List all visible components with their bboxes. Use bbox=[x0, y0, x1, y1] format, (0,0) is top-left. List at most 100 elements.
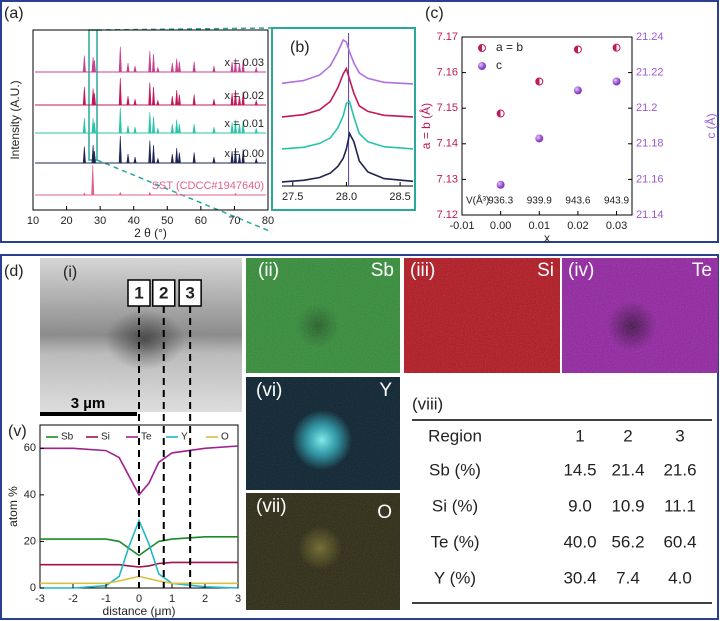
point bbox=[573, 45, 582, 54]
peak bbox=[177, 152, 181, 164]
peak bbox=[133, 98, 137, 106]
peak bbox=[170, 62, 174, 73]
panel-label: (vi) bbox=[256, 380, 282, 401]
table-cell: 10.9 bbox=[611, 496, 644, 515]
legend-label: Y bbox=[181, 432, 188, 443]
element-label: O bbox=[377, 502, 392, 523]
x-tick-label: -1 bbox=[101, 593, 111, 605]
region-label: 2 bbox=[159, 283, 168, 302]
table: Region 1 2 3 Sb (%) 14.5 21.4 21.6 Si (%) 9.0 10.9… bbox=[428, 426, 696, 587]
peak bbox=[177, 61, 181, 73]
table-cell: 9.0 bbox=[568, 496, 592, 515]
peak bbox=[212, 156, 216, 164]
legend-label: O bbox=[221, 432, 229, 443]
x-tick-label: 2 bbox=[202, 593, 208, 605]
peak bbox=[175, 193, 179, 196]
peak bbox=[92, 92, 96, 106]
peak bbox=[192, 94, 196, 106]
y-tick-label: 21.24 bbox=[636, 31, 664, 43]
peak bbox=[170, 123, 174, 134]
panel-label: (a) bbox=[4, 5, 24, 22]
zoom-box bbox=[271, 27, 416, 211]
panel-label: (d) bbox=[4, 263, 24, 280]
peak bbox=[241, 59, 245, 73]
x-tick-label: 20 bbox=[60, 215, 72, 227]
peak bbox=[82, 86, 86, 106]
peak bbox=[241, 91, 245, 106]
table-cell: 21.4 bbox=[611, 460, 644, 479]
element-label: Si bbox=[537, 260, 554, 281]
y-tick-label: 21.2 bbox=[636, 102, 657, 114]
map: (vii) O bbox=[246, 493, 400, 610]
y-tick-label: 21.14 bbox=[636, 209, 664, 221]
peak bbox=[148, 111, 152, 134]
element-label: Y bbox=[379, 380, 392, 401]
panel-label: (i) bbox=[63, 264, 77, 281]
annotation-value: 943.9 bbox=[604, 196, 629, 207]
peak bbox=[82, 192, 86, 196]
peak bbox=[152, 116, 156, 134]
frame bbox=[0, 254, 719, 620]
plot-frame bbox=[461, 36, 633, 216]
texture bbox=[246, 258, 400, 373]
peak bbox=[148, 191, 152, 196]
panel-label: (iii) bbox=[410, 260, 435, 281]
series-label: x = 0.02 bbox=[225, 90, 264, 102]
table-cell: 14.5 bbox=[563, 460, 596, 479]
peak bbox=[233, 147, 237, 164]
peak bbox=[233, 119, 237, 134]
series-line bbox=[40, 561, 238, 568]
point bbox=[496, 180, 505, 189]
peak bbox=[241, 149, 245, 164]
point bbox=[496, 109, 505, 118]
y-axis-label: a = b (Å) bbox=[418, 103, 433, 149]
table-cell: Sb (%) bbox=[429, 460, 481, 479]
peak bbox=[148, 140, 152, 164]
annotation-value: 939.9 bbox=[527, 196, 552, 207]
peak bbox=[177, 123, 181, 134]
peak bbox=[152, 144, 156, 164]
plot-frame bbox=[32, 29, 269, 211]
x-tick-label: 0 bbox=[136, 593, 142, 605]
peak bbox=[175, 58, 179, 73]
series-line bbox=[281, 66, 414, 118]
x-tick-label: 0.03 bbox=[606, 220, 627, 232]
peak bbox=[230, 150, 234, 164]
table-cell: Y (%) bbox=[434, 568, 476, 587]
table-cell: 40.0 bbox=[563, 532, 596, 551]
peak bbox=[230, 61, 234, 73]
element-label: Sb bbox=[371, 260, 394, 281]
y-tick-label: 21.16 bbox=[636, 173, 664, 185]
table-cell: 30.4 bbox=[563, 568, 596, 587]
peak bbox=[237, 95, 241, 106]
peak bbox=[118, 191, 122, 196]
x-tick-label: 3 bbox=[235, 593, 241, 605]
peak bbox=[148, 50, 152, 73]
texture bbox=[246, 377, 400, 490]
peak bbox=[82, 146, 86, 164]
x-tick-label: 70 bbox=[228, 215, 240, 227]
series-label: SST (CDCC#1947640) bbox=[152, 180, 264, 192]
element-label: Te bbox=[692, 260, 712, 281]
y-tick-label: 0 bbox=[30, 582, 36, 594]
peak bbox=[170, 153, 174, 164]
peak bbox=[156, 99, 160, 106]
table-cell: Te (%) bbox=[430, 532, 479, 551]
table-header: 3 bbox=[675, 426, 684, 445]
y-tick-label: 7.13 bbox=[437, 173, 458, 185]
peak bbox=[234, 193, 237, 196]
table-cell: 56.2 bbox=[611, 532, 644, 551]
panel-label: (iv) bbox=[568, 260, 594, 281]
table-cell: 21.6 bbox=[663, 460, 696, 479]
peak bbox=[237, 153, 241, 164]
table-cell: 4.0 bbox=[668, 568, 692, 587]
peak bbox=[192, 61, 196, 73]
series-line bbox=[40, 518, 239, 589]
peak bbox=[118, 135, 122, 164]
x-tick-label: 80 bbox=[262, 215, 274, 227]
annotation-label: V(Å³) bbox=[466, 194, 489, 207]
x-tick-label: -3 bbox=[35, 593, 45, 605]
region-box bbox=[127, 279, 151, 307]
panel-label: (ii) bbox=[258, 260, 279, 281]
